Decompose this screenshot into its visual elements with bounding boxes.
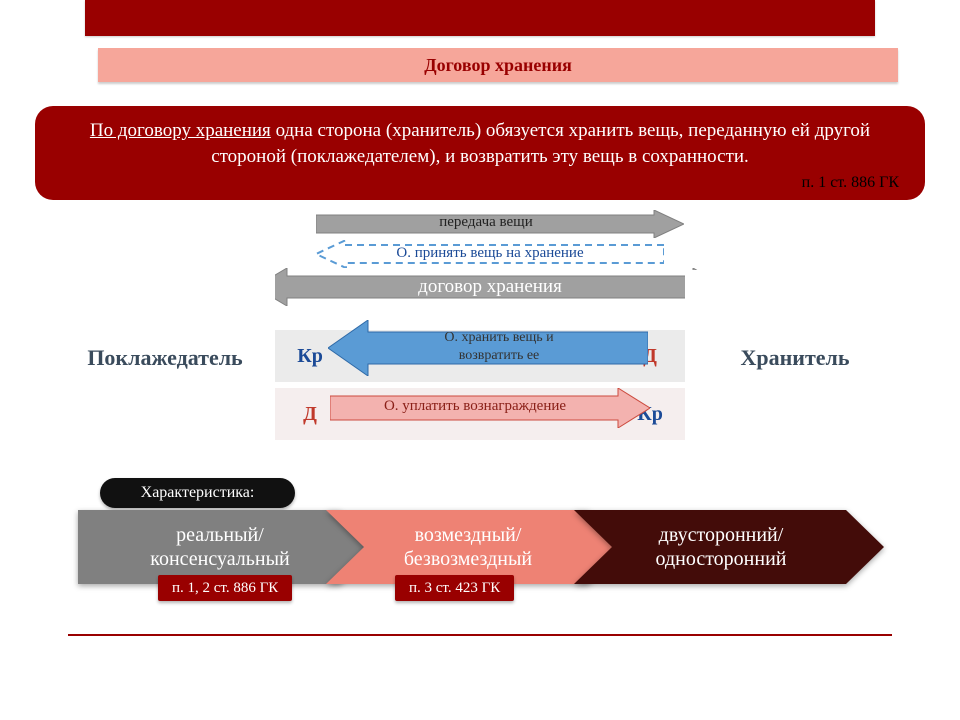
definition-text: По договору хранения одна сторона (храни…	[61, 118, 899, 170]
party-left: Поклажедатель	[55, 270, 275, 446]
arrow-contract-label: договор хранения	[255, 276, 725, 298]
arrow-accept-label: О. принять вещь на хранение	[320, 245, 660, 262]
marker-kr-right: Кр	[615, 403, 685, 426]
marker-kr-left: Кр	[275, 345, 345, 368]
party-right: Хранитель	[685, 270, 905, 446]
arrow-pay-label: О. уплатить вознаграждение	[330, 398, 620, 415]
top-accent-bar	[85, 0, 875, 36]
definition-lead: По договору хранения	[90, 120, 271, 141]
definition-cite: п. 1 ст. 886 ГК	[61, 174, 899, 192]
footnote-badge-2: п. 3 ст. 423 ГК	[395, 575, 514, 601]
slide-title-bar: Договор хранения	[98, 48, 898, 82]
arrow-keep-label: О. хранить вещь ивозвратить ее	[360, 329, 638, 364]
slide-title: Договор хранения	[424, 55, 572, 76]
footnote-badge-1: п. 1, 2 ст. 886 ГК	[158, 575, 292, 601]
definition-box: По договору хранения одна сторона (храни…	[35, 106, 925, 200]
chevron-3: двусторонний/односторонний	[574, 510, 884, 584]
chevron-3-label: двусторонний/односторонний	[574, 510, 884, 584]
definition-rest: одна сторона (хранитель) обязуется храни…	[211, 120, 870, 167]
arrow-transfer-label: передача вещи	[316, 214, 656, 231]
bottom-rule	[68, 634, 892, 636]
characteristics-label: Характеристика:	[100, 478, 295, 508]
